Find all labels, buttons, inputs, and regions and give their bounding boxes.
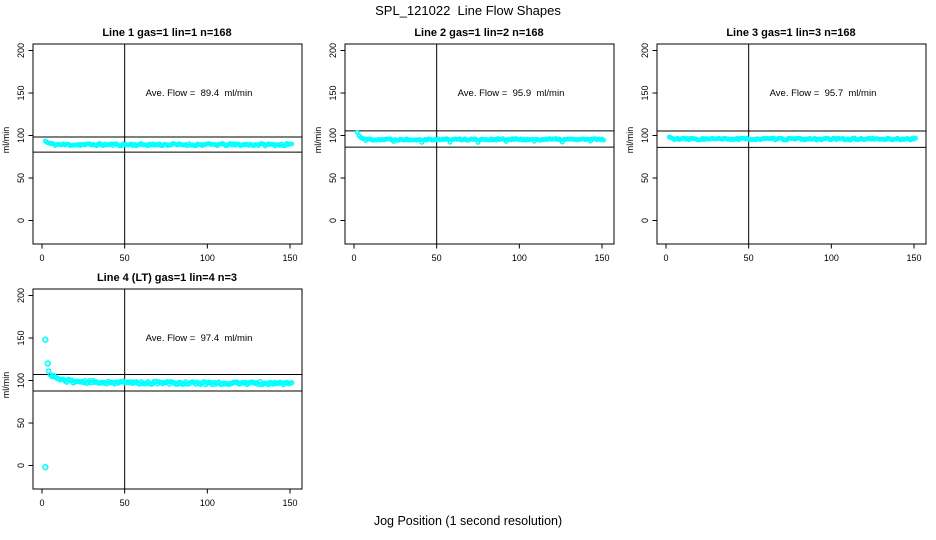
figure-x-axis-label: Jog Position (1 second resolution) bbox=[373, 514, 563, 528]
plot-dynamic: 0 50 100 150 0 50 100 150 200 bbox=[16, 288, 303, 508]
data-points bbox=[42, 138, 295, 149]
panel-line-1: 0 50 100 150 0 50 100 150 200 Line 1 gas=1 lin=1… bbox=[0, 25, 312, 275]
ave-flow-annotation: Ave. Flow = 95.7 ml/min bbox=[770, 88, 877, 99]
plot-svg-line-3: 0 50 100 150 0 50 100 150 200 Line 3 gas=1 lin=3… bbox=[625, 27, 927, 263]
panel-title: Line 1 gas=1 lin=1 n=168 bbox=[102, 27, 231, 39]
svg-text:0: 0 bbox=[39, 498, 44, 508]
svg-text:0: 0 bbox=[663, 253, 668, 263]
svg-text:100: 100 bbox=[16, 373, 26, 388]
outlier-point bbox=[42, 464, 49, 471]
y-axis-label: ml/min bbox=[313, 127, 323, 154]
panel-line-4: 0 50 100 150 0 50 100 150 200 Line 4 (LT) gas=1 … bbox=[0, 270, 312, 520]
svg-text:200: 200 bbox=[16, 288, 26, 303]
svg-text:50: 50 bbox=[744, 253, 754, 263]
svg-text:50: 50 bbox=[120, 498, 130, 508]
outlier-point bbox=[44, 360, 51, 367]
svg-text:50: 50 bbox=[328, 173, 338, 183]
svg-text:100: 100 bbox=[328, 128, 338, 143]
plot-box bbox=[32, 43, 303, 245]
svg-text:150: 150 bbox=[640, 85, 650, 100]
y-axis-ticks: 0 50 100 150 200 bbox=[16, 288, 33, 468]
ave-flow-annotation: Ave. Flow = 89.4 ml/min bbox=[146, 88, 253, 99]
ave-flow-annotation: Ave. Flow = 97.4 ml/min bbox=[146, 333, 253, 344]
svg-text:50: 50 bbox=[16, 173, 26, 183]
ave-flow-annotation: Ave. Flow = 95.9 ml/min bbox=[458, 88, 565, 99]
svg-text:100: 100 bbox=[824, 253, 839, 263]
y-axis-label: ml/min bbox=[625, 127, 635, 154]
plot-dynamic: 0 50 100 150 0 50 100 150 200 bbox=[328, 43, 615, 263]
panel-title: Line 3 gas=1 lin=3 n=168 bbox=[726, 27, 855, 39]
svg-text:0: 0 bbox=[16, 463, 26, 468]
svg-text:100: 100 bbox=[200, 253, 215, 263]
svg-text:150: 150 bbox=[906, 253, 921, 263]
plot-svg-line-1: 0 50 100 150 0 50 100 150 200 Line 1 gas=1 lin=1… bbox=[1, 27, 303, 263]
svg-text:150: 150 bbox=[594, 253, 609, 263]
data-points bbox=[354, 129, 607, 145]
outlier-point bbox=[42, 336, 49, 343]
plot-dynamic: 0 50 100 150 0 50 100 150 200 bbox=[640, 43, 927, 263]
data-points bbox=[666, 134, 919, 143]
svg-text:100: 100 bbox=[512, 253, 527, 263]
svg-text:150: 150 bbox=[16, 330, 26, 345]
svg-text:100: 100 bbox=[16, 128, 26, 143]
svg-text:200: 200 bbox=[328, 43, 338, 58]
panel-line-3: 0 50 100 150 0 50 100 150 200 Line 3 gas=1 lin=3… bbox=[624, 25, 936, 275]
svg-text:0: 0 bbox=[39, 253, 44, 263]
svg-text:50: 50 bbox=[16, 418, 26, 428]
svg-text:150: 150 bbox=[282, 498, 297, 508]
panel-title: Line 4 (LT) gas=1 lin=4 n=3 bbox=[97, 272, 237, 284]
svg-text:0: 0 bbox=[16, 218, 26, 223]
panel-line-2: 0 50 100 150 0 50 100 150 200 Line 2 gas=1 lin=2… bbox=[312, 25, 624, 275]
svg-text:150: 150 bbox=[16, 85, 26, 100]
y-axis-ticks: 0 50 100 150 200 bbox=[640, 43, 657, 223]
x-axis-ticks: 0 50 100 150 bbox=[39, 244, 298, 263]
svg-text:150: 150 bbox=[282, 253, 297, 263]
y-axis-ticks: 0 50 100 150 200 bbox=[328, 43, 345, 223]
figure-title: SPL_121022 Line Flow Shapes bbox=[375, 3, 561, 18]
svg-text:0: 0 bbox=[351, 253, 356, 263]
y-axis-label: ml/min bbox=[1, 127, 11, 154]
y-axis-label: ml/min bbox=[1, 372, 11, 399]
panel-title: Line 2 gas=1 lin=2 n=168 bbox=[414, 27, 543, 39]
plot-svg-line-4: 0 50 100 150 0 50 100 150 200 Line 4 (LT) gas=1 … bbox=[1, 272, 303, 508]
svg-text:50: 50 bbox=[640, 173, 650, 183]
svg-text:0: 0 bbox=[328, 218, 338, 223]
x-axis-ticks: 0 50 100 150 bbox=[663, 244, 922, 263]
svg-text:0: 0 bbox=[640, 218, 650, 223]
y-axis-ticks: 0 50 100 150 200 bbox=[16, 43, 33, 223]
plot-box bbox=[344, 43, 615, 245]
x-axis-ticks: 0 50 100 150 bbox=[39, 489, 298, 508]
plot-box bbox=[656, 43, 927, 245]
svg-text:200: 200 bbox=[640, 43, 650, 58]
plot-box bbox=[32, 288, 303, 490]
plot-dynamic: 0 50 100 150 0 50 100 150 200 bbox=[16, 43, 303, 263]
plot-svg-line-2: 0 50 100 150 0 50 100 150 200 Line 2 gas=1 lin=2… bbox=[313, 27, 615, 263]
svg-text:50: 50 bbox=[432, 253, 442, 263]
svg-text:100: 100 bbox=[200, 498, 215, 508]
data-points bbox=[42, 336, 295, 471]
svg-text:50: 50 bbox=[120, 253, 130, 263]
svg-text:200: 200 bbox=[16, 43, 26, 58]
x-axis-ticks: 0 50 100 150 bbox=[351, 244, 610, 263]
svg-text:150: 150 bbox=[328, 85, 338, 100]
svg-text:100: 100 bbox=[640, 128, 650, 143]
